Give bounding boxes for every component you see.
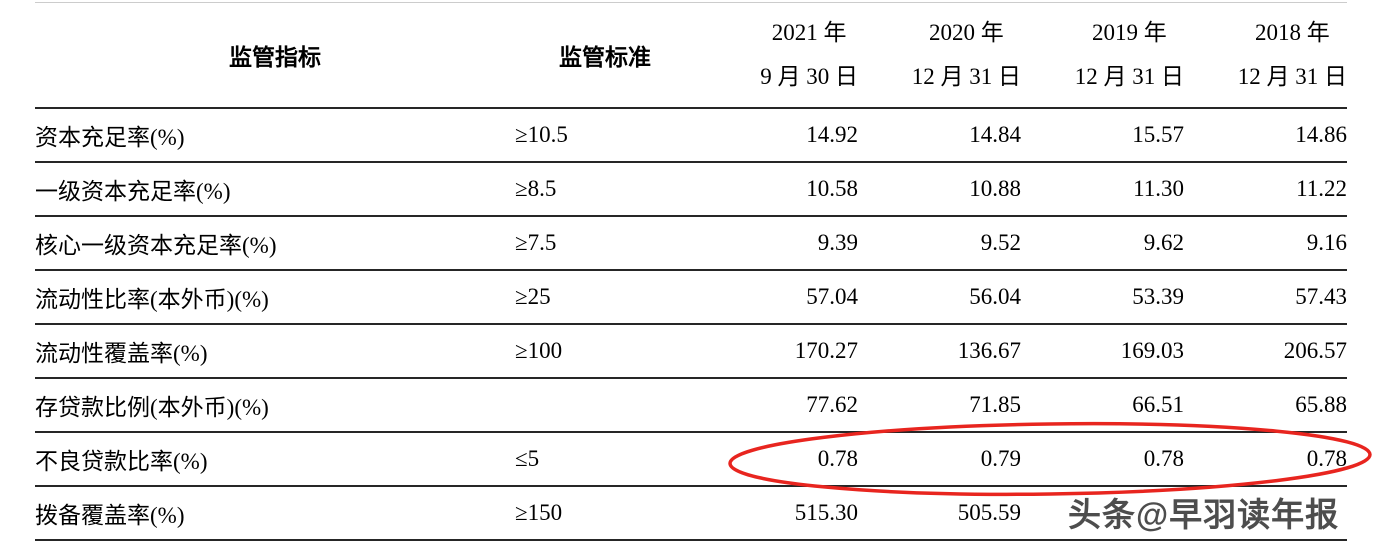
header-standard-label: 监管标准 <box>559 45 651 70</box>
value-cell: 206.57 <box>1184 324 1347 379</box>
table-row-provision-coverage: 拨备覆盖率(%) ≥150 515.30 505.59 <box>35 486 1347 541</box>
value-cell: 0.78 <box>1184 432 1347 487</box>
value-cell: 65.88 <box>1184 378 1347 433</box>
header-period-2018: 2018 年 12 月 31 日 <box>1184 2 1347 109</box>
value-cell: 53.39 <box>1021 270 1184 325</box>
standard-cell: ≥8.5 <box>515 162 695 217</box>
value-cell: 77.62 <box>695 378 858 433</box>
indicator-cell: 拨备覆盖率(%) <box>35 486 515 541</box>
value-cell: 57.04 <box>695 270 858 325</box>
value-cell: 9.16 <box>1184 216 1347 271</box>
value-cell <box>1184 486 1347 541</box>
value-cell: 9.62 <box>1021 216 1184 271</box>
value-cell: 0.78 <box>695 432 858 487</box>
value-cell: 14.86 <box>1184 108 1347 163</box>
header-period-2021: 2021 年 9 月 30 日 <box>695 2 858 109</box>
indicator-cell: 流动性比率(本外币)(%) <box>35 270 515 325</box>
period-year-line: 2019 年 <box>1092 20 1167 45</box>
standard-cell: ≥150 <box>515 486 695 541</box>
value-cell: 10.58 <box>695 162 858 217</box>
header-row: 监管指标 监管标准 2021 年 9 月 30 日 2020 年 12 月 31… <box>35 2 1347 109</box>
value-cell: 57.43 <box>1184 270 1347 325</box>
value-cell: 169.03 <box>1021 324 1184 379</box>
value-cell: 66.51 <box>1021 378 1184 433</box>
period-date-line: 12 月 31 日 <box>1074 64 1184 89</box>
header-indicator-label: 监管指标 <box>229 45 321 70</box>
standard-cell: ≤5 <box>515 432 695 487</box>
standard-cell: ≥100 <box>515 324 695 379</box>
header-period-2019: 2019 年 12 月 31 日 <box>1021 2 1184 109</box>
header-indicator: 监管指标 <box>35 2 515 109</box>
period-date-line: 12 月 31 日 <box>1237 64 1347 89</box>
header-period-2020: 2020 年 12 月 31 日 <box>858 2 1021 109</box>
value-cell: 11.22 <box>1184 162 1347 217</box>
value-cell: 0.78 <box>1021 432 1184 487</box>
value-cell: 71.85 <box>858 378 1021 433</box>
value-cell: 0.79 <box>858 432 1021 487</box>
table-row-capital-adequacy: 资本充足率(%) ≥10.5 14.92 14.84 15.57 14.86 <box>35 108 1347 163</box>
indicator-cell: 流动性覆盖率(%) <box>35 324 515 379</box>
value-cell: 515.30 <box>695 486 858 541</box>
table-row-tier1-capital: 一级资本充足率(%) ≥8.5 10.58 10.88 11.30 11.22 <box>35 162 1347 217</box>
period-year-line: 2018 年 <box>1255 20 1330 45</box>
table-row-core-tier1-capital: 核心一级资本充足率(%) ≥7.5 9.39 9.52 9.62 9.16 <box>35 216 1347 271</box>
value-cell: 14.92 <box>695 108 858 163</box>
table-row-npl-ratio: 不良贷款比率(%) ≤5 0.78 0.79 0.78 0.78 <box>35 432 1347 487</box>
indicator-cell: 核心一级资本充足率(%) <box>35 216 515 271</box>
period-year-line: 2020 年 <box>929 20 1004 45</box>
table-header: 监管指标 监管标准 2021 年 9 月 30 日 2020 年 12 月 31… <box>35 2 1347 109</box>
value-cell: 170.27 <box>695 324 858 379</box>
value-cell: 10.88 <box>858 162 1021 217</box>
table-row-liquidity-coverage: 流动性覆盖率(%) ≥100 170.27 136.67 169.03 206.… <box>35 324 1347 379</box>
period-date-line: 12 月 31 日 <box>911 64 1021 89</box>
table-row-loan-deposit-ratio: 存贷款比例(本外币)(%) 77.62 71.85 66.51 65.88 <box>35 378 1347 433</box>
value-cell: 136.67 <box>858 324 1021 379</box>
regulatory-indicators-table: 监管指标 监管标准 2021 年 9 月 30 日 2020 年 12 月 31… <box>35 2 1347 541</box>
value-cell: 9.52 <box>858 216 1021 271</box>
standard-cell: ≥10.5 <box>515 108 695 163</box>
indicator-cell: 资本充足率(%) <box>35 108 515 163</box>
indicator-cell: 一级资本充足率(%) <box>35 162 515 217</box>
period-year-line: 2021 年 <box>771 20 847 45</box>
value-cell: 14.84 <box>858 108 1021 163</box>
table-row-liquidity-ratio: 流动性比率(本外币)(%) ≥25 57.04 56.04 53.39 57.4… <box>35 270 1347 325</box>
standard-cell: ≥7.5 <box>515 216 695 271</box>
indicator-cell: 存贷款比例(本外币)(%) <box>35 378 515 433</box>
value-cell: 15.57 <box>1021 108 1184 163</box>
period-date-line: 9 月 30 日 <box>760 64 858 89</box>
table-body: 资本充足率(%) ≥10.5 14.92 14.84 15.57 14.86 一… <box>35 108 1347 541</box>
value-cell <box>1021 486 1184 541</box>
standard-cell <box>515 378 695 433</box>
indicator-cell: 不良贷款比率(%) <box>35 432 515 487</box>
value-cell: 9.39 <box>695 216 858 271</box>
standard-cell: ≥25 <box>515 270 695 325</box>
value-cell: 56.04 <box>858 270 1021 325</box>
header-standard: 监管标准 <box>515 2 695 109</box>
value-cell: 11.30 <box>1021 162 1184 217</box>
value-cell: 505.59 <box>858 486 1021 541</box>
